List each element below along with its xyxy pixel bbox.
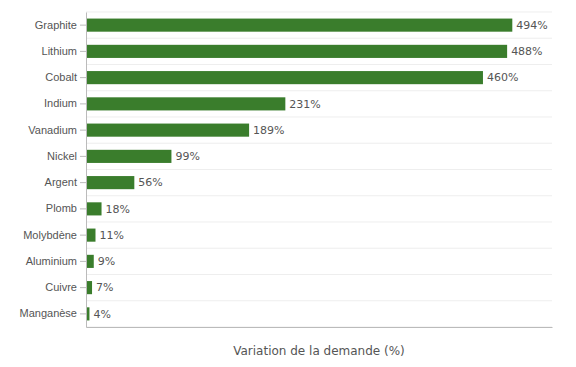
y-tick-mark bbox=[80, 156, 86, 157]
data-label: 11% bbox=[99, 229, 123, 242]
bar bbox=[86, 202, 102, 215]
y-tick: Vanadium bbox=[28, 124, 86, 136]
separator bbox=[86, 117, 552, 118]
separator bbox=[86, 195, 552, 196]
y-tick-mark bbox=[80, 103, 86, 104]
y-tick: Aluminium bbox=[26, 255, 86, 267]
y-tick-mark bbox=[80, 261, 86, 262]
y-tick-label: Nickel bbox=[47, 150, 77, 162]
separator bbox=[86, 300, 552, 301]
y-tick-label: Argent bbox=[45, 176, 77, 188]
separator bbox=[86, 222, 552, 223]
y-tick-label: Plomb bbox=[46, 202, 77, 214]
separator bbox=[86, 274, 552, 275]
bar bbox=[86, 19, 512, 32]
x-axis-title: Variation de la demande (%) bbox=[233, 344, 405, 358]
data-label: 56% bbox=[138, 176, 162, 189]
data-label: 18% bbox=[106, 203, 130, 216]
y-tick: Nickel bbox=[47, 150, 86, 162]
data-label: 99% bbox=[175, 150, 199, 163]
y-tick-mark bbox=[80, 235, 86, 236]
separator bbox=[86, 64, 552, 65]
data-label: 494% bbox=[516, 19, 547, 32]
y-tick: Cuivre bbox=[45, 281, 86, 293]
y-tick-mark bbox=[80, 130, 86, 131]
data-label: 9% bbox=[98, 255, 115, 268]
plot: 494% 488% 460% 231% 189% 99% 56% 18% 11% 9% 7% 4% Gr… bbox=[20, 12, 553, 358]
y-tick: Lithium bbox=[42, 45, 86, 57]
data-label: 460% bbox=[487, 71, 518, 84]
bar bbox=[86, 255, 94, 268]
y-tick-mark bbox=[80, 182, 86, 183]
bar bbox=[86, 124, 249, 137]
bar bbox=[86, 229, 95, 242]
separator bbox=[86, 12, 552, 13]
y-tick-mark bbox=[80, 51, 86, 52]
bar bbox=[86, 71, 483, 84]
y-tick: Argent bbox=[45, 176, 86, 188]
data-label: 488% bbox=[511, 45, 542, 58]
y-tick: Cobalt bbox=[45, 71, 86, 83]
y-tick: Plomb bbox=[46, 202, 86, 214]
data-label: 7% bbox=[96, 281, 113, 294]
bar bbox=[86, 45, 507, 58]
y-tick-label: Cobalt bbox=[45, 71, 77, 83]
x-axis-line bbox=[87, 327, 553, 328]
y-tick-label: Graphite bbox=[35, 19, 77, 31]
y-tick-mark bbox=[80, 77, 86, 78]
separator bbox=[86, 90, 552, 91]
separator bbox=[86, 248, 552, 249]
data-label: 4% bbox=[93, 308, 110, 321]
y-tick-label: Aluminium bbox=[26, 255, 77, 267]
separator bbox=[86, 327, 552, 328]
bar bbox=[86, 176, 134, 189]
y-tick-mark bbox=[80, 287, 86, 288]
y-tick-mark bbox=[80, 25, 86, 26]
y-tick-label: Molybdène bbox=[23, 229, 77, 241]
data-label: 231% bbox=[289, 98, 320, 111]
y-axis-line bbox=[86, 13, 87, 328]
x-axis bbox=[87, 327, 553, 328]
y-tick-label: Indium bbox=[44, 97, 77, 109]
bar bbox=[86, 150, 171, 163]
y-tick-label: Vanadium bbox=[28, 124, 77, 136]
y-tick: Molybdène bbox=[23, 229, 86, 241]
y-tick: Manganèse bbox=[20, 307, 87, 319]
separator bbox=[86, 169, 552, 170]
data-label: 189% bbox=[253, 124, 284, 137]
separator bbox=[86, 143, 552, 144]
bars bbox=[86, 19, 512, 321]
y-axis: Graphite Lithium Cobalt Indium Vanadium Nicke… bbox=[20, 13, 87, 328]
separator bbox=[86, 38, 552, 39]
y-tick: Graphite bbox=[35, 19, 86, 31]
y-tick-label: Lithium bbox=[42, 45, 77, 57]
y-tick-label: Manganèse bbox=[20, 307, 78, 319]
y-tick-mark bbox=[80, 313, 86, 314]
y-tick-label: Cuivre bbox=[45, 281, 77, 293]
data-labels: 494% 488% 460% 231% 189% 99% 56% 18% 11% 9% 7% 4% bbox=[93, 19, 547, 321]
y-tick: Indium bbox=[44, 97, 86, 109]
separators bbox=[86, 12, 552, 327]
chart: 494% 488% 460% 231% 189% 99% 56% 18% 11% 9% 7% 4% Gr… bbox=[0, 0, 576, 367]
y-tick-mark bbox=[80, 208, 86, 209]
bar bbox=[86, 97, 285, 110]
